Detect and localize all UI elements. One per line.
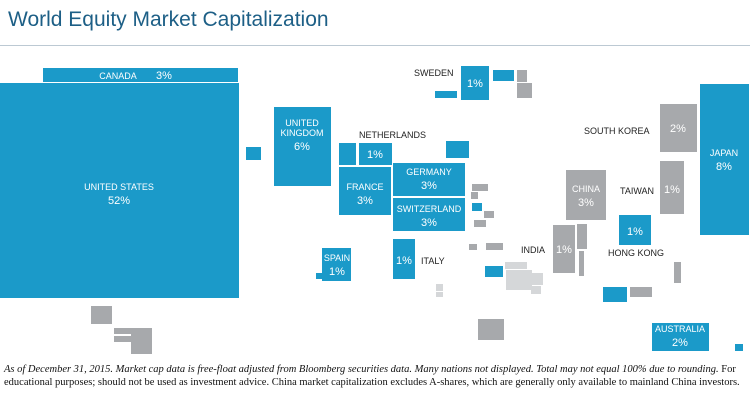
label-united-kingdom-line2: KINGDOM [280,128,323,138]
label-china: CHINA [572,184,600,194]
tile-hong-kong [619,215,651,245]
value-united-states: 52% [108,195,130,207]
value-india: 1% [556,244,572,256]
value-hong-kong: 1% [627,226,643,238]
other-nation-tile-25 [131,328,152,354]
other-nation-tile-17 [506,270,532,290]
tile-taiwan [660,161,684,214]
other-nation-tile-23 [114,328,131,334]
label-taiwan: TAIWAN [620,186,654,196]
other-nation-tile-32 [316,273,322,279]
label-united-kingdom-line1: UNITED [285,118,319,128]
label-netherlands: NETHERLANDS [359,130,426,140]
tile-south-korea [660,104,697,152]
other-nation-tile-27 [577,224,587,249]
other-nation-tile-15 [485,266,503,277]
footnote: As of December 31, 2015. Market cap data… [4,364,748,389]
tile-united-kingdom [274,107,331,186]
chart-title: World Equity Market Capitalization [8,8,329,31]
other-nation-tile-29 [603,287,627,302]
label-hong-kong: HONG KONG [608,248,664,258]
other-nation-tile-2 [339,143,356,165]
value-sweden: 1% [467,78,483,90]
other-nation-tile-16 [505,262,527,269]
label-italy: ITALY [421,256,445,266]
tile-australia [652,323,709,351]
other-nation-tile-14 [486,243,503,250]
other-nation-tile-19 [531,286,541,294]
other-nation-tile-33 [735,344,743,351]
tile-netherlands [359,143,392,165]
tile-italy [393,239,415,279]
label-australia: AUSTRALIA [655,324,705,334]
footnote-italic: As of December 31, 2015. Market cap data… [4,364,719,375]
label-india: INDIA [521,245,545,255]
tile-germany [393,163,465,196]
label-canada: CANADA [99,71,137,81]
value-spain: 1% [329,266,345,278]
tile-japan [700,84,749,235]
label-france: FRANCE [346,182,383,192]
label-germany: GERMANY [406,167,452,177]
tile-india [553,225,575,273]
other-nation-tile-26 [478,319,504,340]
value-france: 3% [357,195,373,207]
tile-china [566,170,606,220]
value-switzerland: 3% [421,217,437,229]
value-italy: 1% [396,255,412,267]
label-japan: JAPAN [710,148,738,158]
label-spain: SPAIN [324,253,350,263]
other-nation-tile-31 [674,262,681,283]
other-nation-tile-22 [91,306,112,324]
label-united-states: UNITED STATES [84,182,154,192]
other-nation-tile-6 [517,70,527,82]
value-germany: 3% [421,180,437,192]
label-switzerland: SWITZERLAND [397,204,462,214]
label-south-korea: SOUTH KOREA [584,126,650,136]
other-nation-tile-12 [474,220,486,227]
other-nation-tile-10 [472,203,482,211]
tile-spain [322,248,351,281]
other-nation-tile-30 [630,287,652,297]
footnote-plain: For educational purposes; should not be … [4,364,740,388]
value-canada: 3% [156,70,172,82]
other-nation-tile-4 [435,91,457,98]
other-nation-tile-28 [579,251,584,276]
value-south-korea: 2% [670,123,686,135]
value-taiwan: 1% [664,184,680,196]
other-nation-tile-13 [469,244,477,250]
other-nation-tile-5 [493,70,514,81]
title-divider [0,45,750,46]
other-nation-tile-1 [246,147,261,160]
other-nation-tile-21 [436,292,443,297]
value-japan: 8% [716,161,732,173]
other-nation-tile-24 [114,336,131,342]
other-nation-tile-18 [529,273,543,285]
tile-switzerland [393,198,465,231]
value-china: 3% [578,197,594,209]
tile-canada [43,68,238,82]
other-nation-tile-11 [484,211,494,218]
other-nation-tile-8 [472,184,488,191]
value-australia: 2% [672,337,688,349]
label-sweden: SWEDEN [414,68,454,78]
tile-france [339,167,391,215]
other-nation-tile-20 [436,284,443,291]
value-united-kingdom: 6% [294,141,310,153]
other-nation-tile-9 [471,192,478,199]
value-netherlands: 1% [367,149,383,161]
tile-sweden [461,66,489,100]
other-nation-tile-7 [517,83,532,98]
tile-united-states [0,83,239,298]
other-nation-tile-3 [446,141,469,158]
